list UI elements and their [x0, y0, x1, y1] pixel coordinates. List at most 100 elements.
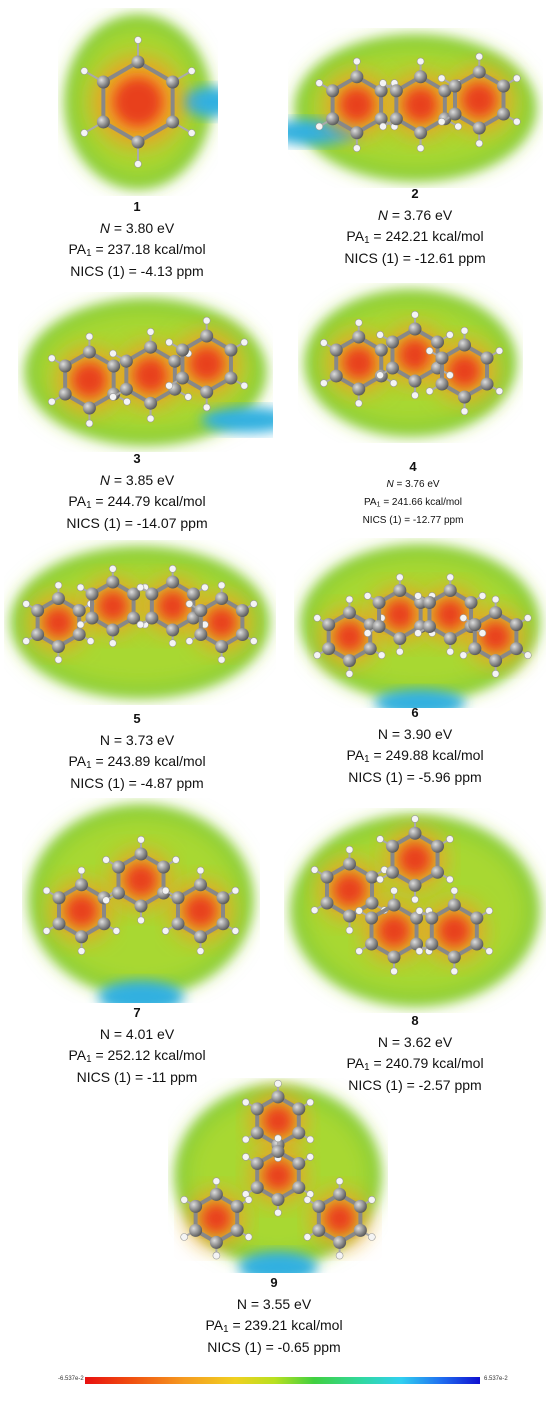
carbon [473, 122, 486, 135]
compound-number: 7 [68, 1002, 205, 1024]
hydrogen [275, 1135, 282, 1142]
carbon [373, 596, 386, 609]
carbon [386, 840, 399, 853]
proton-affinity: PA1= 243.89 kcal/mol [68, 751, 205, 773]
core-region [462, 83, 496, 117]
hydrogen [438, 75, 445, 82]
pa-subscript: 1 [364, 235, 369, 246]
carbon [171, 917, 184, 930]
carbon [210, 1236, 223, 1249]
carbon [470, 938, 483, 951]
carbon [224, 344, 237, 357]
carbon [73, 628, 86, 641]
hydrogen [166, 339, 173, 346]
hydrogen [201, 584, 208, 591]
carbon [352, 331, 365, 344]
hydrogen [390, 380, 397, 387]
carbon [481, 352, 494, 365]
carbon [343, 654, 356, 667]
carbon [144, 397, 157, 410]
carbon [354, 1224, 367, 1237]
carbon [73, 604, 86, 617]
nucleophilicity: N= 4.01 eV [68, 1024, 205, 1046]
pa-symbol: PA [68, 493, 86, 509]
hydrogen [78, 948, 85, 955]
nics: NICS (1) = -0.65 ppm [205, 1337, 342, 1359]
nucleophilicity: N= 3.80 eV [68, 218, 205, 240]
carbon [444, 632, 457, 645]
hydrogen [78, 867, 85, 874]
carbon [393, 632, 406, 645]
core-region [449, 355, 480, 386]
pa-symbol: PA [68, 241, 86, 257]
hydrogen [188, 68, 195, 75]
nucleophilicity: N= 3.76 eV [363, 476, 464, 494]
hydrogen [314, 652, 321, 659]
esp-map [4, 540, 276, 705]
carbon [194, 930, 207, 943]
pa-symbol: PA [68, 1047, 86, 1063]
carbon [343, 606, 356, 619]
nics: NICS (1) = -4.13 ppm [68, 261, 205, 283]
proton-affinity: PA1= 240.79 kcal/mol [346, 1053, 483, 1075]
carbon [497, 108, 510, 121]
pa-symbol: PA [346, 228, 364, 244]
caption: 5N= 3.73 eVPA1= 243.89 kcal/molNICS (1) … [68, 708, 205, 794]
esp-map [168, 1078, 388, 1273]
carbon [52, 917, 65, 930]
esp-map [288, 28, 543, 188]
hydrogen [412, 896, 419, 903]
hydrogen [138, 836, 145, 843]
hydrogen [451, 887, 458, 894]
carbon [409, 323, 422, 336]
n-value: = 3.76 eV [392, 207, 452, 223]
core-region [264, 1107, 293, 1136]
carbon [425, 912, 438, 925]
caption: 4N= 3.76 eVPA1= 241.66 kcal/molNICS (1) … [363, 458, 464, 530]
n-symbol: N [100, 732, 110, 748]
carbon [468, 642, 481, 655]
core-region [436, 600, 465, 629]
carbon [468, 618, 481, 631]
carbon [390, 84, 403, 97]
hydrogen [203, 404, 210, 411]
carbon [444, 584, 457, 597]
carbon [97, 76, 110, 89]
hydrogen [461, 327, 468, 334]
carbon [458, 339, 471, 352]
hydrogen [110, 393, 117, 400]
carbon [194, 604, 207, 617]
hydrogen [103, 897, 110, 904]
carbon [251, 1157, 264, 1170]
hydrogen [353, 145, 360, 152]
carbon [171, 891, 184, 904]
carbon [292, 1102, 305, 1115]
n-value: = 3.90 eV [392, 726, 452, 742]
core-region [325, 1204, 354, 1233]
nucleophilicity: N= 3.62 eV [346, 1032, 483, 1054]
carbon [388, 951, 401, 964]
hydrogen [304, 1196, 311, 1203]
carbon [431, 336, 444, 349]
hydrogen [479, 592, 486, 599]
carbon [449, 80, 462, 93]
nucleophilicity: N= 3.76 eV [344, 205, 485, 227]
n-symbol: N [386, 479, 393, 490]
carbon [189, 1224, 202, 1237]
hydrogen [396, 574, 403, 581]
n-symbol: N [378, 726, 388, 742]
carbon [168, 355, 181, 368]
hydrogen [242, 1099, 249, 1106]
n-symbol: N [100, 472, 110, 488]
nucleophilicity: N= 3.73 eV [68, 730, 205, 752]
pa-value: = 242.21 kcal/mol [373, 228, 483, 244]
carbon [365, 938, 378, 951]
pa-value: = 241.66 kcal/mol [383, 497, 462, 508]
n-symbol: N [237, 1296, 247, 1312]
hydrogen [486, 907, 493, 914]
figure: -6.537e-2 6.537e-2 (() => { const data =… [0, 0, 547, 1410]
hydrogen [416, 907, 423, 914]
carbon [194, 628, 207, 641]
hydrogen [181, 1234, 188, 1241]
core-region [73, 363, 107, 397]
